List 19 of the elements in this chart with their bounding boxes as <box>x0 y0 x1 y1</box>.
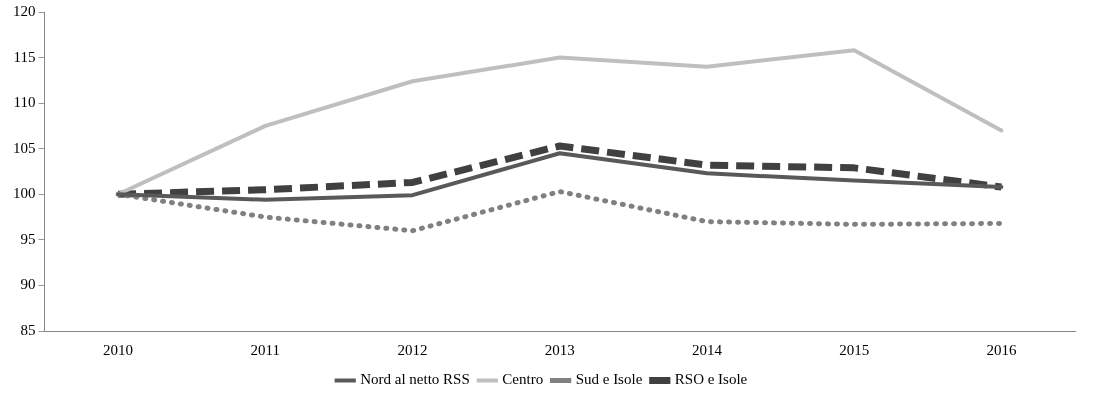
y-tick-label: 110 <box>13 94 36 111</box>
y-tick-label: 100 <box>13 185 36 202</box>
x-tick-label: 2016 <box>986 341 1017 358</box>
legend-label: RSO e Isole <box>674 371 748 388</box>
y-tick-label: 115 <box>13 48 36 65</box>
x-tick-label: 2013 <box>544 341 575 358</box>
x-tick-label: 2010 <box>103 341 134 358</box>
x-tick-label: 2011 <box>250 341 281 358</box>
y-tick-label: 120 <box>13 2 36 19</box>
x-tick-label: 2015 <box>839 341 870 358</box>
legend-label: Centro <box>502 371 544 388</box>
y-tick-label: 90 <box>20 276 36 293</box>
y-tick-label: 105 <box>13 139 36 156</box>
y-tick-label: 95 <box>20 230 36 247</box>
x-tick-label: 2014 <box>691 341 723 358</box>
y-tick-label: 85 <box>20 321 36 338</box>
x-tick-label: 2012 <box>397 341 428 358</box>
legend-label: Nord al netto RSS <box>360 371 470 388</box>
legend-label: Sud e Isole <box>575 371 643 388</box>
